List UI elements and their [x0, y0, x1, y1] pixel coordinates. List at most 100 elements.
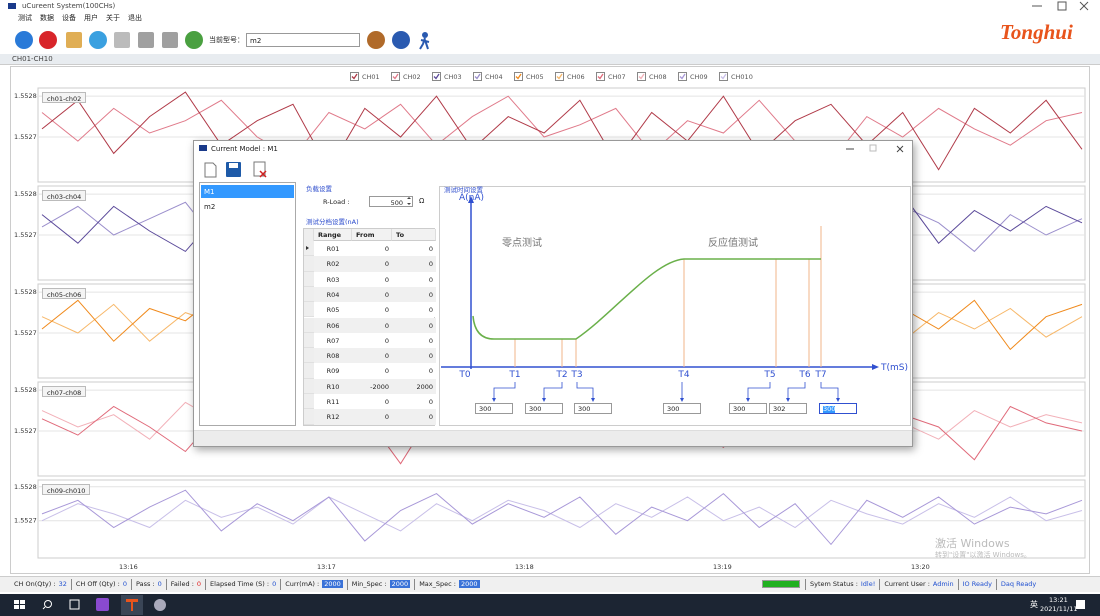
app-icon: [8, 3, 16, 9]
legend-label: CH09: [690, 73, 708, 81]
duration-arrowhead: [680, 398, 684, 402]
duration-input[interactable]: 302: [769, 403, 807, 414]
rload-input[interactable]: 500: [369, 196, 413, 207]
y-tick-label: 1.5527: [14, 517, 37, 525]
status-item: Sytem Status : Idle!: [805, 579, 879, 590]
duration-input[interactable]: 300: [475, 403, 513, 414]
duration-arrow: [820, 382, 839, 400]
toolbar-button: [89, 31, 107, 49]
legend-checkbox[interactable]: [514, 72, 523, 81]
status-item: Current User : Admin: [879, 579, 957, 590]
app-vs: [96, 598, 109, 611]
x-tick-label: 13:20: [911, 563, 930, 571]
duration-value: 300: [479, 405, 492, 413]
duration-input[interactable]: 300: [663, 403, 701, 414]
taskbar-time: 13:21: [1049, 596, 1068, 604]
table-cell: 0: [352, 302, 392, 318]
legend-label: CH02: [403, 73, 421, 81]
model-item[interactable]: m2: [204, 203, 216, 211]
legend-checkbox[interactable]: [555, 72, 564, 81]
status-value: 2000: [322, 580, 343, 588]
status-item: Failed :0: [165, 579, 205, 590]
duration-input[interactable]: 300: [525, 403, 563, 414]
start-button: [14, 600, 25, 609]
status-value: 0: [122, 580, 127, 588]
legend-checkbox[interactable]: [350, 72, 359, 81]
legend-label: CH06: [567, 73, 585, 81]
table-cell: R01: [314, 241, 352, 257]
response-curve: [472, 258, 821, 340]
legend-checkbox[interactable]: [678, 72, 687, 81]
duration-arrow: [576, 382, 594, 400]
legend-checkbox[interactable]: [596, 72, 605, 81]
toolbar-button: [39, 31, 57, 49]
checkbox-box: [637, 72, 646, 81]
table-cell: 2000: [392, 378, 436, 394]
taskbar: [0, 594, 1100, 616]
menu-item[interactable]: 退出: [128, 14, 142, 22]
series-line: [41, 91, 1083, 171]
checkbox-check: [556, 73, 563, 80]
panel-label: ch03-ch04: [42, 190, 87, 201]
model-item[interactable]: M1: [201, 185, 294, 198]
table-cell: -2000: [352, 378, 392, 394]
checkbox-box: [473, 72, 482, 81]
status-value: 2000: [458, 580, 480, 588]
duration-input[interactable]: 300: [819, 403, 857, 414]
dialog-icon: [199, 145, 207, 151]
toolbar-button: [114, 32, 130, 48]
status-right: Sytem Status : Idle! Current User : Admin IO…: [805, 579, 1040, 590]
y-tick-label: 1.5528: [14, 386, 37, 394]
legend-label: CH010: [731, 73, 753, 81]
checkbox-box: [555, 72, 564, 81]
duration-input[interactable]: 300: [574, 403, 612, 414]
search-icon: [42, 606, 46, 610]
dialog-title: Current Model : M1: [211, 145, 278, 153]
table-cell: 0: [392, 241, 436, 257]
checkbox-check: [515, 73, 522, 80]
phase-label: 反应值测试: [708, 236, 758, 249]
app-other: [154, 599, 166, 611]
info-icon: [392, 31, 410, 49]
model-select[interactable]: m2: [246, 33, 360, 47]
legend-checkbox[interactable]: [473, 72, 482, 81]
duration-arrow: [747, 382, 771, 400]
legend-checkbox[interactable]: [637, 72, 646, 81]
checkbox-check: [433, 73, 440, 80]
legend-checkbox[interactable]: [432, 72, 441, 81]
checkbox-box: [678, 72, 687, 81]
close-icon: [1079, 1, 1089, 11]
row-header: [304, 394, 314, 410]
y-axis-title: A(nA): [459, 193, 484, 203]
y-tick-label: 1.5528: [14, 483, 37, 491]
legend-checkbox[interactable]: [391, 72, 400, 81]
model-dialog: A(nA) T(mS) 零点测试 反应值测试 T0 T1 T2 T3 T4 T5 T6 T7 Curre…: [193, 140, 913, 447]
checkbox-box: [391, 72, 400, 81]
dialog-footer: [194, 430, 912, 446]
menu-item[interactable]: 设备: [62, 14, 76, 22]
model-list: M1 m2: [199, 182, 296, 426]
status-value: 2000: [389, 580, 411, 588]
menu-item[interactable]: 测试: [18, 14, 32, 22]
time-marker-label: T0: [458, 370, 470, 380]
phase-label: 零点测试: [502, 236, 542, 249]
checkbox-check: [720, 73, 727, 80]
user-icon: [367, 31, 385, 49]
status-item: IO Ready: [957, 579, 996, 590]
status-value: Admin: [932, 580, 954, 588]
menu-item[interactable]: 数据: [40, 14, 54, 22]
row-header: [304, 409, 314, 425]
status-left: CH On(Qty) :32 CH Off (Qty) :0 Pass :0 Fail…: [10, 579, 484, 590]
legend-checkbox[interactable]: [719, 72, 728, 81]
table-cell: 0: [352, 332, 392, 349]
status-item: Pass :0: [131, 579, 166, 590]
table-cell: R03: [314, 271, 352, 287]
model-label: 当前型号：: [209, 36, 244, 44]
duration-arrowhead: [836, 398, 840, 402]
menu-item[interactable]: 用户: [84, 14, 98, 22]
duration-input[interactable]: 300: [729, 403, 767, 414]
menu-item[interactable]: 关于: [106, 14, 120, 22]
status-value: 0: [272, 580, 277, 588]
